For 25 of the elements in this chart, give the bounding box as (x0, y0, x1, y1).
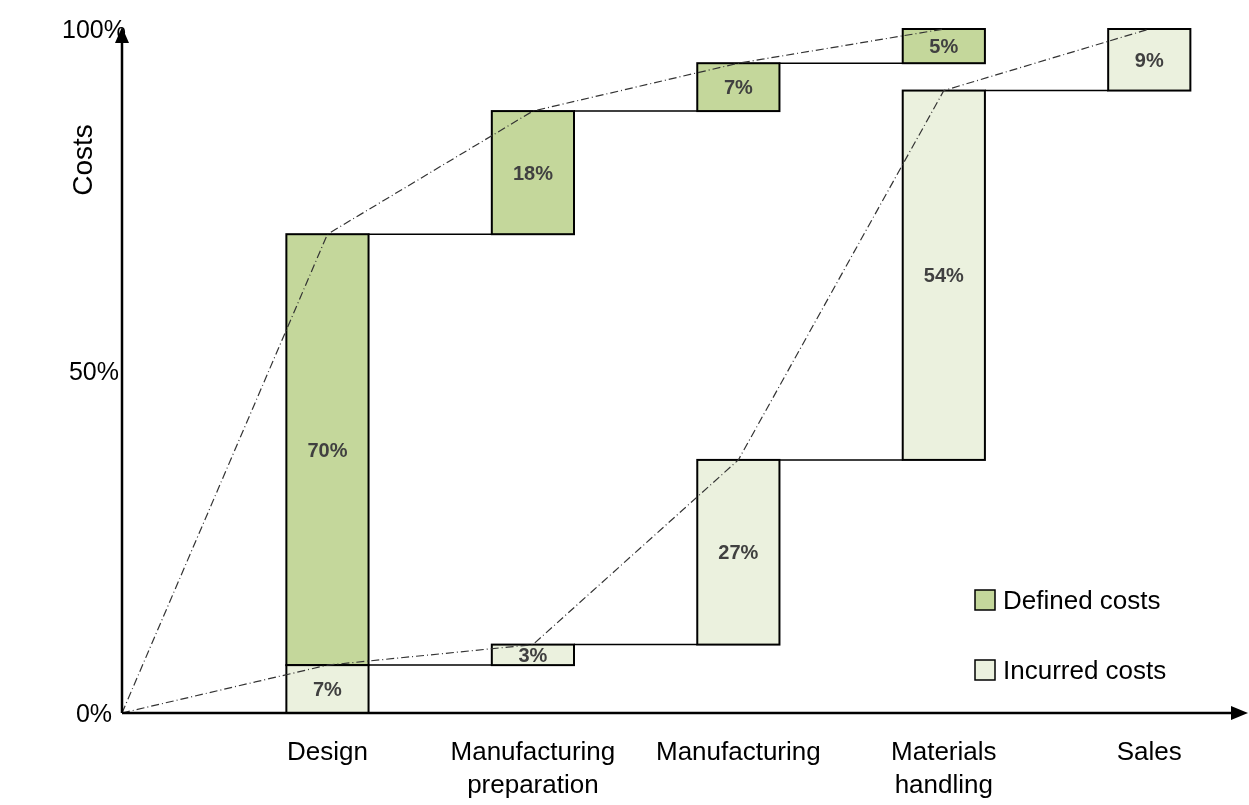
bar (901, 89, 986, 461)
data-label: 7% (723, 76, 754, 99)
x-tick-label: Materials handling (891, 736, 997, 799)
data-label: 3% (518, 643, 548, 666)
y-axis-title: Costs (67, 124, 98, 196)
data-label: 7% (313, 678, 343, 701)
data-label: 54% (923, 264, 965, 287)
x-tick-label: Manufacturing (655, 736, 821, 766)
x-tick-label: Sales (1116, 736, 1182, 766)
legend-label: Incurred costs (1003, 655, 1167, 686)
legend-label: Defined costs (1003, 585, 1161, 616)
data-label: 27% (718, 541, 759, 564)
y-tick-label: 50% (68, 356, 120, 385)
bar (490, 110, 575, 236)
data-label: 9% (1134, 48, 1164, 71)
y-tick-label: 100% (62, 14, 126, 43)
data-label: 18% (512, 161, 554, 184)
bar (696, 458, 781, 646)
bar (696, 62, 781, 113)
x-tick-label: Design (286, 736, 368, 766)
y-tick-label: 0% (75, 698, 113, 727)
x-tick-label: Manufacturing preparation (450, 736, 616, 799)
bar (1107, 28, 1192, 92)
data-label: 5% (929, 35, 959, 58)
data-label: 70% (307, 438, 348, 461)
